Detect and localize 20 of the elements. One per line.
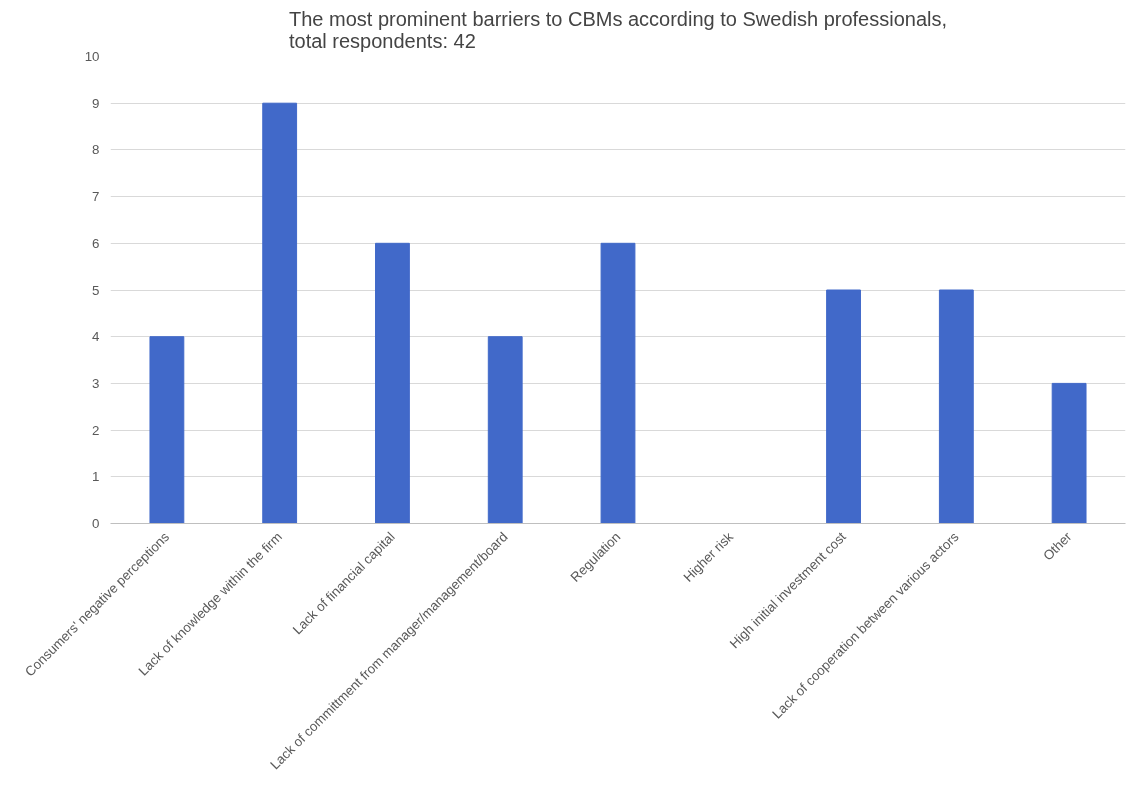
y-tick-label: 2 bbox=[92, 422, 100, 438]
bar bbox=[487, 336, 523, 524]
bar bbox=[826, 289, 861, 524]
y-tick-label: 4 bbox=[92, 329, 101, 345]
bar bbox=[600, 242, 636, 524]
chart-title: The most prominent barriers to CBMs according to Swedish professionals, total respondents: 42 bbox=[288, 7, 948, 52]
y-tick-label: 9 bbox=[92, 95, 100, 111]
y-tick-label: 7 bbox=[92, 189, 100, 205]
y-tick-label: 0 bbox=[92, 516, 100, 531]
bar bbox=[149, 336, 185, 524]
bar bbox=[1051, 382, 1087, 524]
bar bbox=[262, 102, 298, 524]
y-tick-label: 3 bbox=[92, 375, 100, 391]
y-tick-label: 8 bbox=[92, 142, 100, 158]
y-tick-label: 5 bbox=[92, 282, 100, 298]
bar bbox=[938, 289, 974, 524]
bar bbox=[375, 242, 410, 524]
y-tick-label: 6 bbox=[92, 235, 100, 251]
y-tick-label: 10 bbox=[84, 49, 100, 64]
y-tick-label: 1 bbox=[92, 469, 100, 485]
